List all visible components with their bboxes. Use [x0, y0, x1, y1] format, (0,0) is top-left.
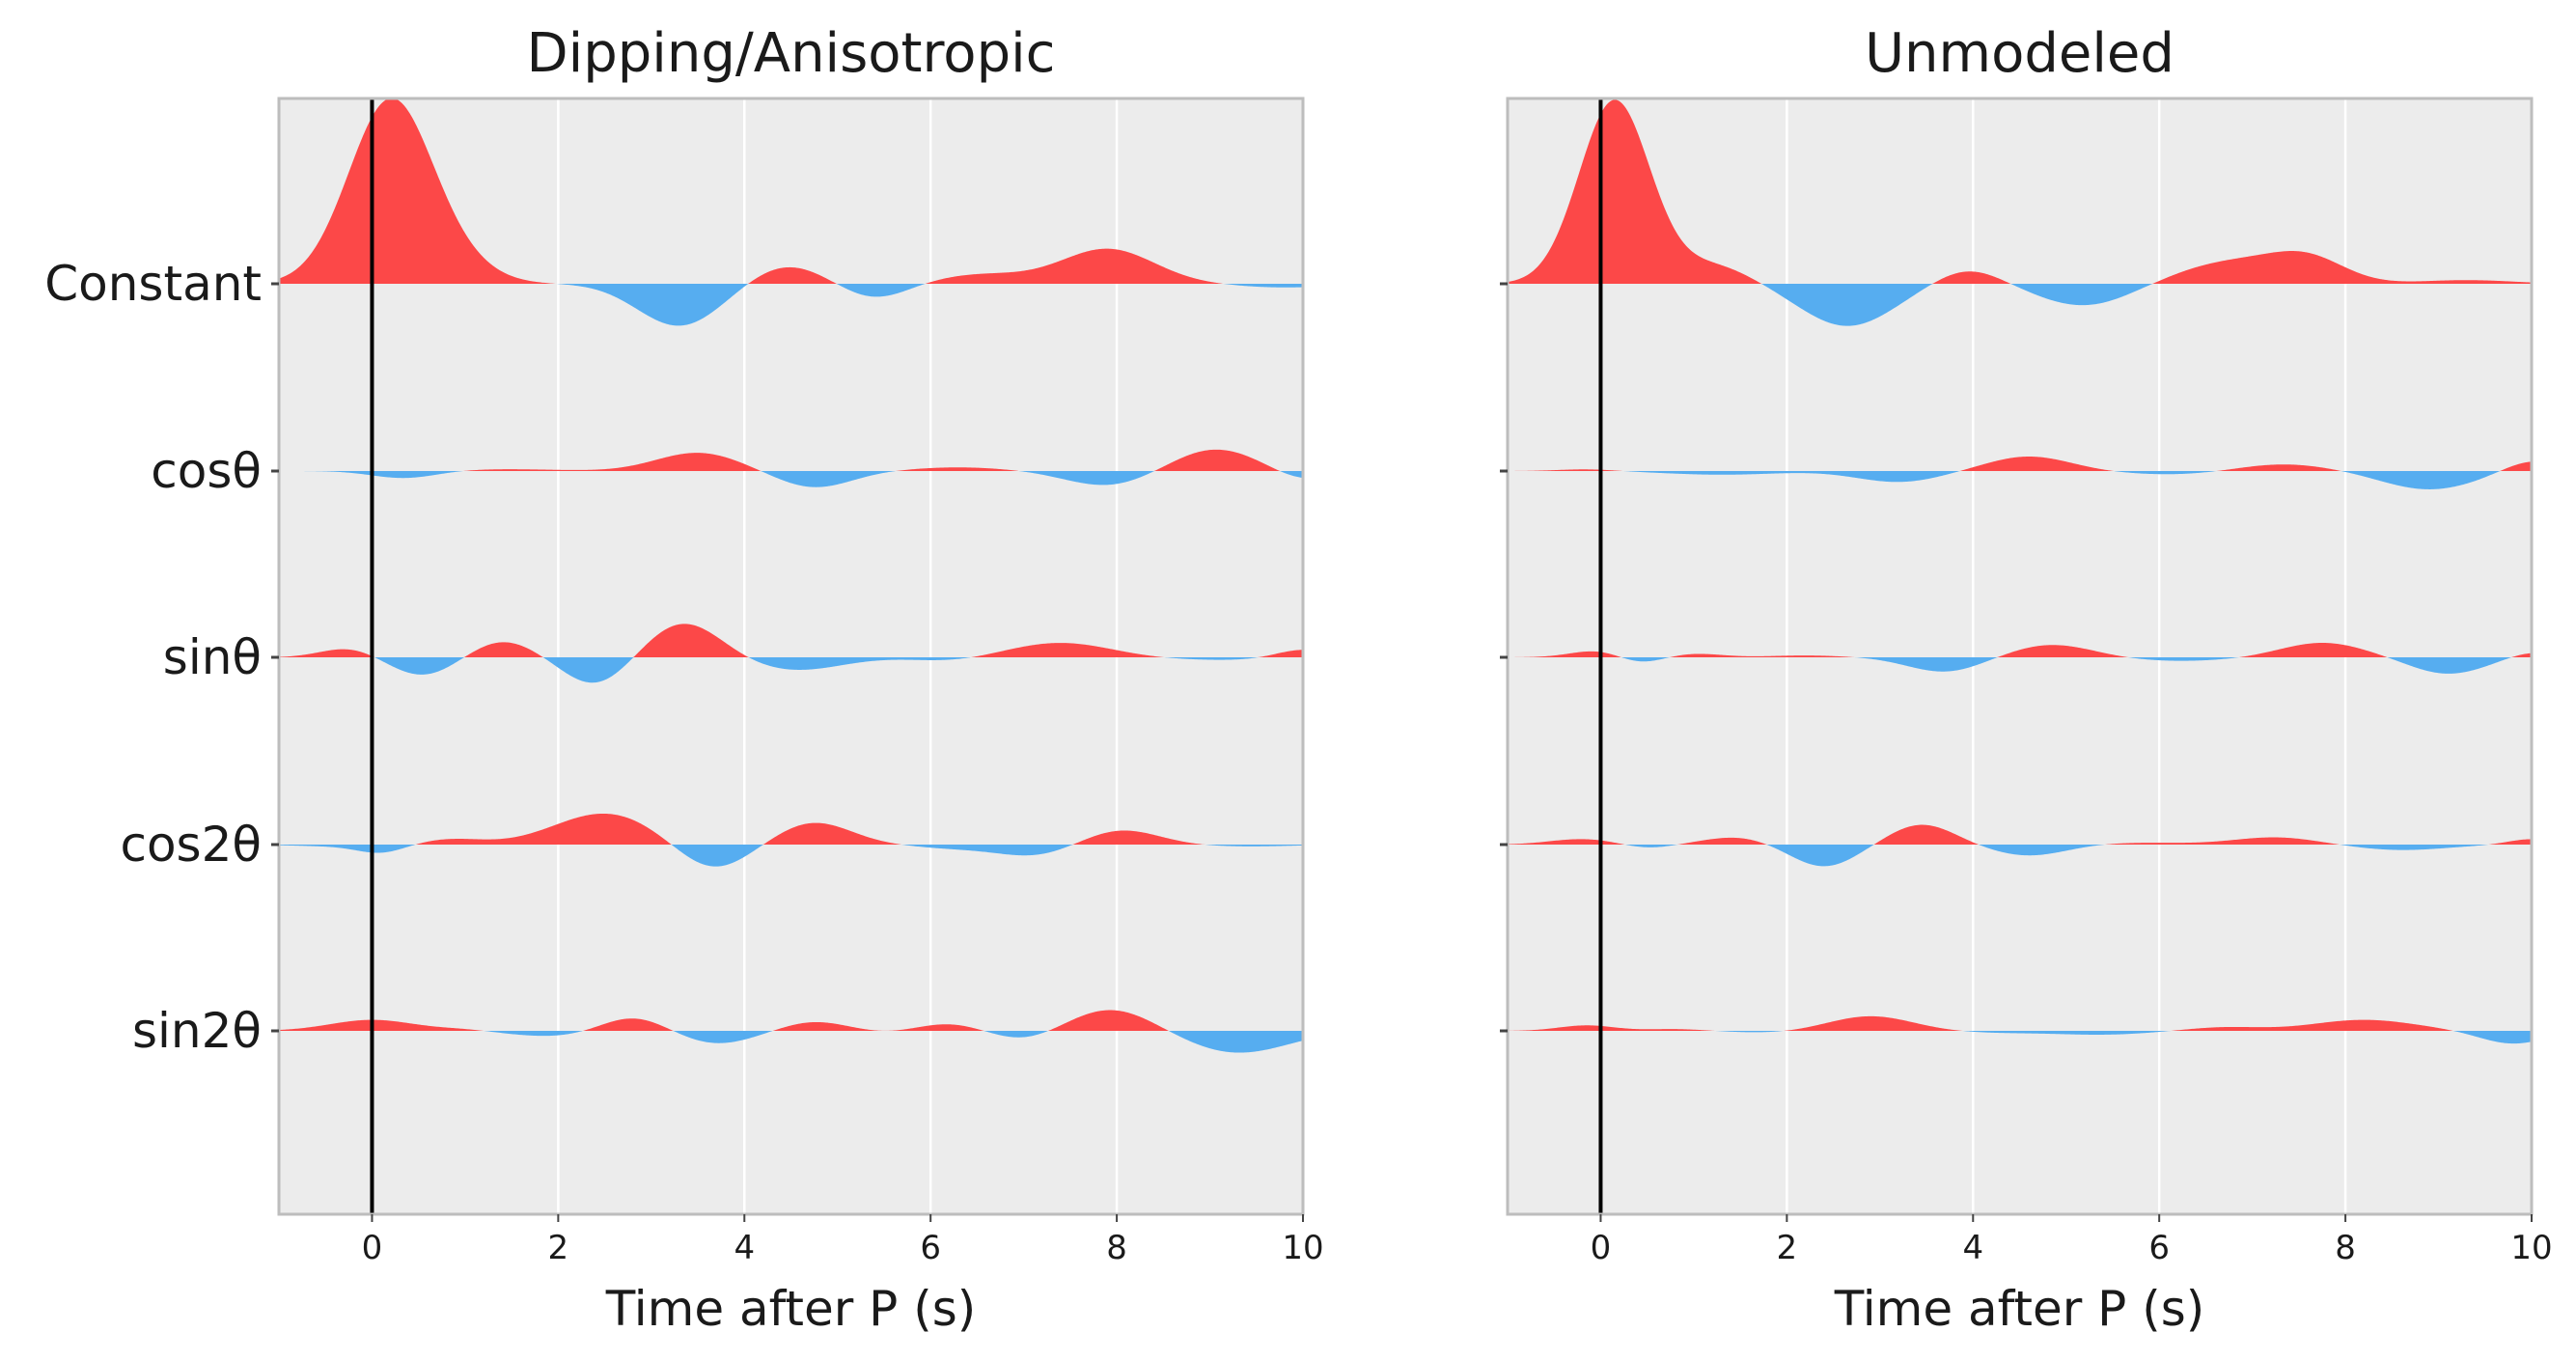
- trace-positive-row-3: [1508, 642, 2532, 657]
- x-tick-label: 2: [548, 1229, 569, 1267]
- trace-positive-row-2: [1508, 457, 2532, 471]
- y-tick-marks: [1500, 282, 1508, 1033]
- x-tick-label: 6: [2148, 1229, 2170, 1267]
- x-tick-label: 2: [1777, 1229, 1798, 1267]
- trace-negative-sin2theta: [279, 1031, 1303, 1053]
- trace-positive-row-1: [1508, 99, 2532, 285]
- x-tick-label: 8: [2335, 1229, 2356, 1267]
- trace-negative-cos2theta: [279, 845, 1303, 867]
- trace-positive-costheta: [279, 449, 1303, 471]
- trace-negative-costheta: [279, 471, 1303, 487]
- y-tick-label: cosθ: [151, 443, 262, 499]
- y-tick-label: Constant: [44, 256, 262, 312]
- panel-title: Dipping/Anisotropic: [527, 22, 1056, 85]
- x-tick-label: 6: [920, 1229, 941, 1267]
- y-tick-label: cos2θ: [120, 817, 262, 873]
- x-axis-label: Time after P (s): [605, 1281, 977, 1337]
- x-tick-label: 4: [734, 1229, 755, 1267]
- panel-unmodeled: 0 2 4 6 8 10 Unmodeled Time after P (s): [1500, 22, 2553, 1337]
- x-tick-label: 8: [1106, 1229, 1127, 1267]
- x-tick-label: 10: [1282, 1229, 1323, 1267]
- traces: [1508, 99, 2532, 1044]
- x-tick-labels: 0 2 4 6 8 10: [362, 1214, 1324, 1267]
- x-tick-label: 0: [362, 1229, 383, 1267]
- y-tick-label: sin2θ: [132, 1003, 262, 1059]
- trace-positive-sintheta: [279, 624, 1303, 657]
- x-axis-label: Time after P (s): [1834, 1281, 2205, 1337]
- x-tick-labels: 0 2 4 6 8 10: [1591, 1214, 2553, 1267]
- trace-negative-row-3: [1508, 657, 2532, 674]
- x-tick-label: 10: [2510, 1229, 2552, 1267]
- trace-negative-row-4: [1508, 845, 2532, 867]
- trace-positive-constant: [279, 97, 1303, 284]
- y-tick-labels: Constant cosθ sinθ cos2θ sin2θ: [44, 256, 279, 1059]
- trace-positive-cos2theta: [279, 813, 1303, 845]
- trace-positive-sin2theta: [279, 1010, 1303, 1031]
- x-tick-label: 0: [1591, 1229, 1612, 1267]
- trace-positive-row-4: [1508, 824, 2532, 845]
- traces: [279, 97, 1303, 1053]
- panel-dipping-anisotropic: 0 2 4 6 8 10 Constant cosθ sinθ cos2θ sin2θ Dippi…: [44, 22, 1323, 1337]
- trace-positive-row-5: [1508, 1015, 2532, 1031]
- y-tick-label: sinθ: [163, 629, 262, 685]
- trace-negative-row-2: [1508, 471, 2532, 489]
- trace-negative-sintheta: [279, 657, 1303, 683]
- panel-title: Unmodeled: [1865, 22, 2174, 85]
- x-tick-label: 4: [1962, 1229, 1983, 1267]
